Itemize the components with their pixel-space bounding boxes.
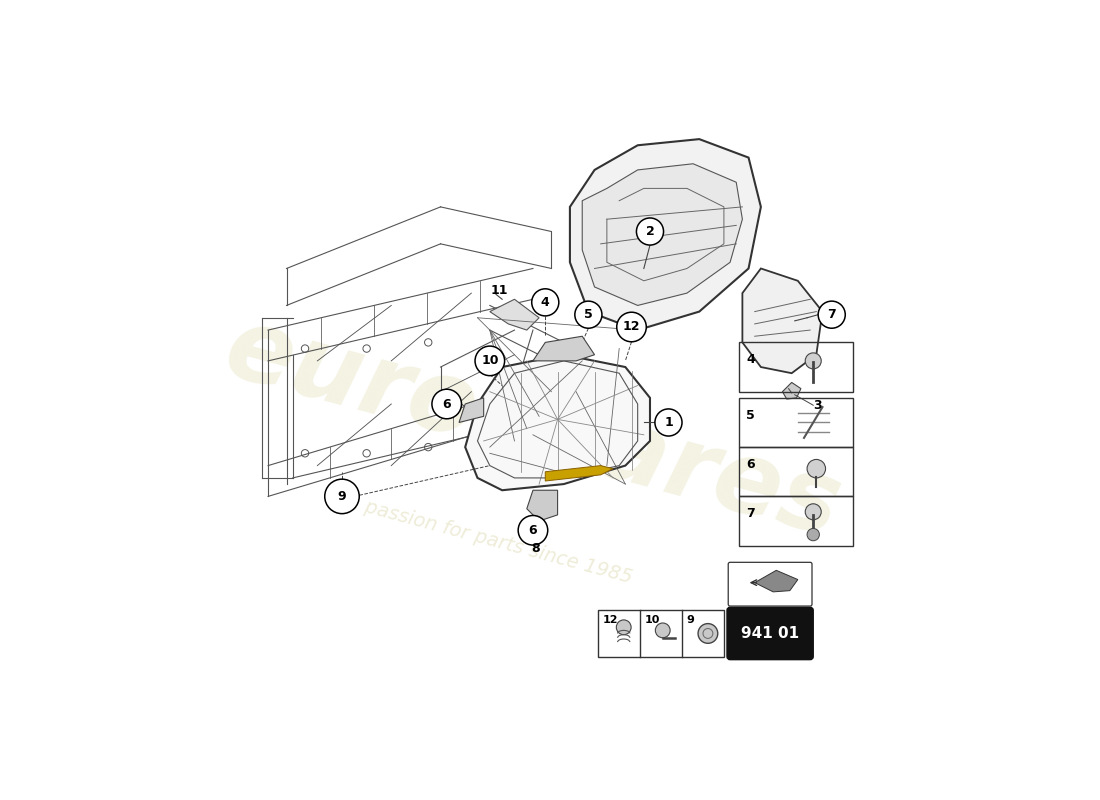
Polygon shape (755, 570, 797, 592)
Text: 7: 7 (746, 507, 755, 521)
Circle shape (807, 529, 820, 541)
Text: 8: 8 (531, 542, 540, 555)
Circle shape (518, 515, 548, 545)
Text: 6: 6 (529, 524, 537, 537)
Text: a passion for parts since 1985: a passion for parts since 1985 (345, 492, 635, 587)
Text: 11: 11 (491, 283, 508, 297)
FancyBboxPatch shape (727, 607, 813, 660)
Circle shape (805, 504, 822, 520)
Circle shape (654, 409, 682, 436)
Text: 3: 3 (813, 398, 822, 412)
Text: 12: 12 (603, 615, 618, 626)
Text: 941 01: 941 01 (741, 626, 800, 641)
Polygon shape (742, 269, 823, 373)
Text: 4: 4 (746, 354, 755, 366)
Text: 1: 1 (664, 416, 673, 429)
Text: 2: 2 (646, 225, 654, 238)
Text: 9: 9 (338, 490, 346, 503)
Text: 12: 12 (623, 321, 640, 334)
Text: 10: 10 (645, 615, 660, 626)
Circle shape (475, 346, 505, 376)
Polygon shape (459, 398, 484, 422)
Circle shape (698, 624, 718, 643)
Polygon shape (532, 336, 594, 361)
Circle shape (531, 289, 559, 316)
Polygon shape (782, 382, 801, 399)
Polygon shape (570, 139, 761, 330)
Circle shape (807, 459, 826, 478)
Circle shape (805, 353, 822, 369)
Circle shape (637, 218, 663, 245)
Text: 10: 10 (481, 354, 498, 367)
Polygon shape (546, 466, 613, 481)
Text: 6: 6 (442, 398, 451, 410)
Circle shape (616, 620, 631, 634)
Text: 4: 4 (541, 296, 550, 309)
Polygon shape (490, 299, 539, 330)
Text: 7: 7 (827, 308, 836, 321)
Polygon shape (465, 354, 650, 490)
Polygon shape (582, 164, 742, 306)
Circle shape (432, 390, 462, 418)
Text: 5: 5 (584, 308, 593, 321)
Circle shape (818, 301, 845, 328)
Circle shape (617, 312, 647, 342)
Text: 9: 9 (686, 615, 694, 626)
Polygon shape (527, 490, 558, 521)
Circle shape (324, 479, 360, 514)
Text: 5: 5 (746, 409, 755, 422)
Text: eurospares: eurospares (214, 300, 851, 558)
Text: 6: 6 (746, 458, 755, 471)
Circle shape (656, 623, 670, 638)
Circle shape (575, 301, 602, 328)
